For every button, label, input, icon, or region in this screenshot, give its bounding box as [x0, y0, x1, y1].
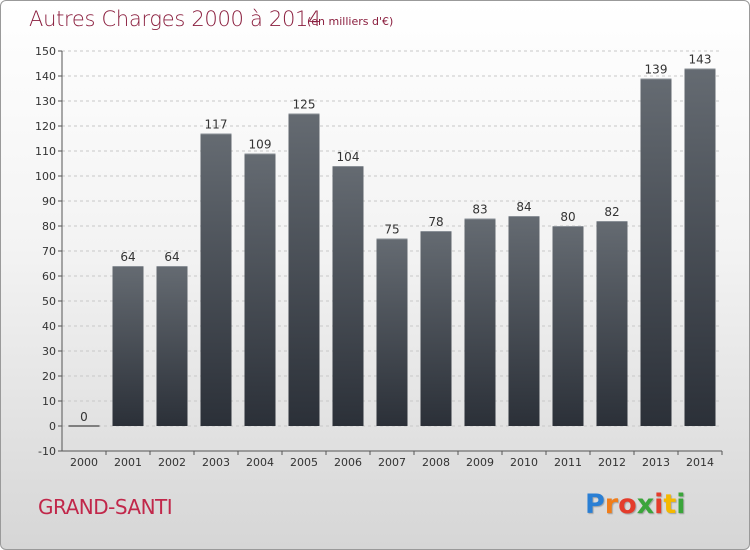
bar — [376, 238, 408, 426]
y-tick-label: 50 — [42, 295, 56, 308]
logo-letter: t — [663, 489, 677, 520]
logo-letter: o — [618, 489, 637, 520]
x-tick-label: 2010 — [510, 456, 538, 469]
y-tick-label: 100 — [35, 170, 56, 183]
bar — [112, 266, 144, 426]
value-labels: 0 64 64 117 109 125 104 75 78 83 84 80 82 139 143 — [80, 53, 711, 425]
y-tick-label: 30 — [42, 345, 56, 358]
axes: -10 0 10 20 30 40 50 60 70 80 90 100 110 120 130 140 150… — [35, 45, 723, 469]
x-tick-label: 2009 — [466, 456, 494, 469]
y-tick-label: 80 — [42, 220, 56, 233]
x-tick-label: 2005 — [290, 456, 318, 469]
x-tick-label: 2013 — [642, 456, 670, 469]
bar — [332, 166, 364, 426]
y-tick-label: 90 — [42, 195, 56, 208]
bar — [288, 113, 320, 426]
bar — [640, 78, 672, 426]
bar — [200, 133, 232, 426]
y-tick-label: -10 — [38, 445, 56, 458]
y-tick-label: 140 — [35, 70, 56, 83]
x-tick-label: 2011 — [554, 456, 582, 469]
data-label: 83 — [472, 203, 487, 217]
commune-name: GRAND-SANTI — [38, 495, 173, 519]
bars — [68, 68, 716, 427]
x-tick-label: 2004 — [246, 456, 274, 469]
x-tick-label: 2012 — [598, 456, 626, 469]
y-tick-label: 70 — [42, 245, 56, 258]
bar — [464, 218, 496, 426]
x-tick-label: 2007 — [378, 456, 406, 469]
x-tick-label: 2000 — [70, 456, 98, 469]
y-tick-label: 0 — [49, 420, 56, 433]
y-tick-label: 20 — [42, 370, 56, 383]
data-label: 143 — [689, 53, 712, 67]
bar — [552, 226, 584, 426]
data-label: 117 — [205, 118, 228, 132]
logo-letter: i — [676, 489, 686, 520]
data-label: 75 — [384, 223, 399, 237]
x-tick-label: 2014 — [686, 456, 714, 469]
bar — [596, 221, 628, 426]
x-tick-label: 2008 — [422, 456, 450, 469]
logo-letter: r — [604, 489, 619, 520]
y-tick-label: 10 — [42, 395, 56, 408]
data-label: 104 — [337, 150, 360, 164]
data-label: 64 — [164, 250, 179, 264]
y-tick-label: 40 — [42, 320, 56, 333]
data-label: 0 — [80, 410, 88, 424]
bar — [508, 216, 540, 426]
data-label: 64 — [120, 250, 135, 264]
data-label: 125 — [293, 98, 316, 112]
data-label: 80 — [560, 210, 575, 224]
bar — [684, 68, 716, 426]
proxiti-logo[interactable]: Proxiti — [585, 489, 686, 520]
x-tick-label: 2003 — [202, 456, 230, 469]
x-tick-label: 2001 — [114, 456, 142, 469]
chart-title: Autres Charges 2000 à 2014 — [29, 7, 322, 31]
chart-subtitle: (en milliers d'€) — [307, 15, 394, 28]
data-label: 139 — [645, 63, 668, 77]
data-label: 84 — [516, 200, 531, 214]
data-label: 82 — [604, 205, 619, 219]
y-tick-label: 150 — [35, 45, 56, 58]
data-label: 78 — [428, 215, 443, 229]
x-tick-label: 2006 — [334, 456, 362, 469]
bar — [244, 153, 276, 426]
y-tick-label: 60 — [42, 270, 56, 283]
x-tick-label: 2002 — [158, 456, 186, 469]
y-tick-label: 110 — [35, 145, 56, 158]
data-label: 109 — [249, 138, 272, 152]
logo-letter: x — [636, 489, 655, 520]
y-tick-label: 120 — [35, 120, 56, 133]
y-tick-label: 130 — [35, 95, 56, 108]
logo-letter: P — [585, 489, 605, 520]
bar — [420, 231, 452, 426]
logo-letter: i — [654, 489, 664, 520]
bar — [156, 266, 188, 426]
